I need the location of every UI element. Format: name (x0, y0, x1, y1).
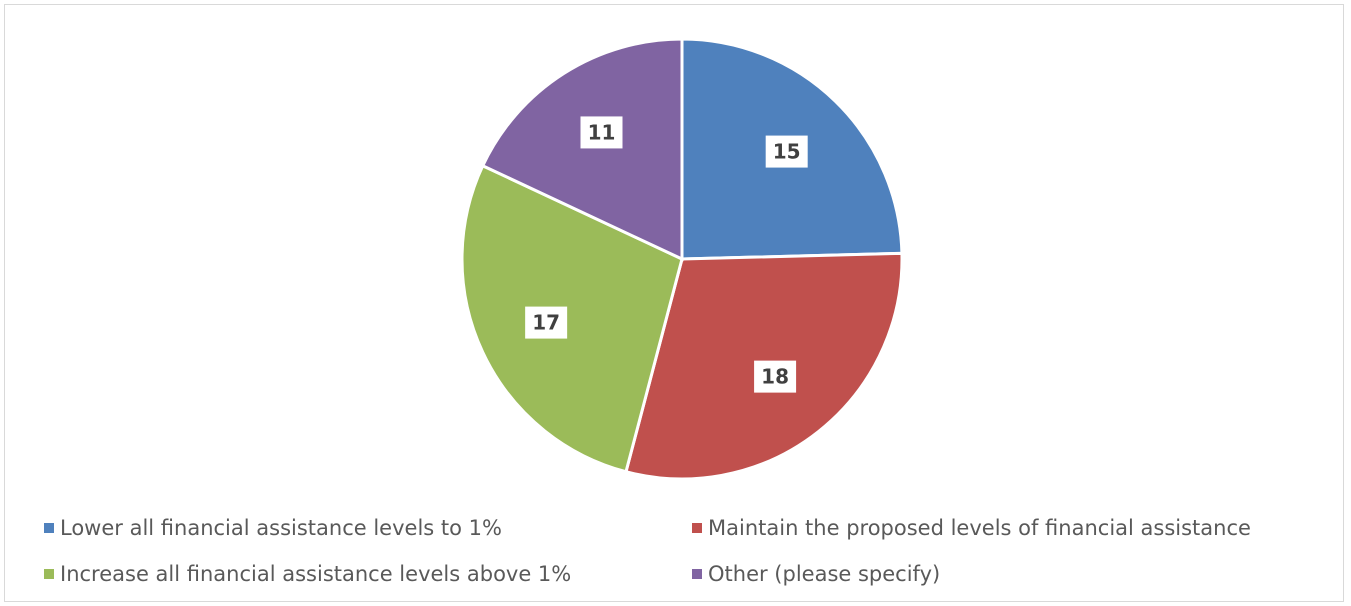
legend-item-maintain: Maintain the proposed levels of financia… (692, 516, 1251, 540)
pie-slice-increase (460, 163, 684, 474)
pie-slices (460, 37, 904, 481)
pie-slice-other (480, 37, 684, 262)
data-label-increase: 17 (532, 311, 560, 335)
pie-data-labels: 15 18 17 11 (525, 116, 808, 393)
legend-swatch-increase (44, 569, 54, 579)
legend-swatch-lower (44, 523, 54, 533)
legend-swatch-other (692, 569, 702, 579)
legend-label-lower: Lower all financial assistance levels to… (60, 516, 502, 540)
legend-item-lower: Lower all financial assistance levels to… (44, 516, 502, 540)
legend-label-other: Other (please specify) (708, 562, 941, 586)
data-label-lower: 15 (773, 140, 801, 164)
legend-item-increase: Increase all financial assistance levels… (44, 562, 571, 586)
data-label-box-other (580, 116, 623, 149)
legend-swatch-maintain (692, 523, 702, 533)
legend-item-other: Other (please specify) (692, 562, 940, 586)
data-label-box-lower (765, 135, 808, 168)
data-label-other: 11 (588, 120, 616, 144)
legend-label-maintain: Maintain the proposed levels of financia… (708, 516, 1251, 540)
data-label-box-increase (525, 306, 568, 339)
data-label-box-maintain (754, 360, 797, 393)
legend-label-increase: Increase all financial assistance levels… (60, 562, 572, 586)
data-label-maintain: 18 (761, 365, 789, 389)
